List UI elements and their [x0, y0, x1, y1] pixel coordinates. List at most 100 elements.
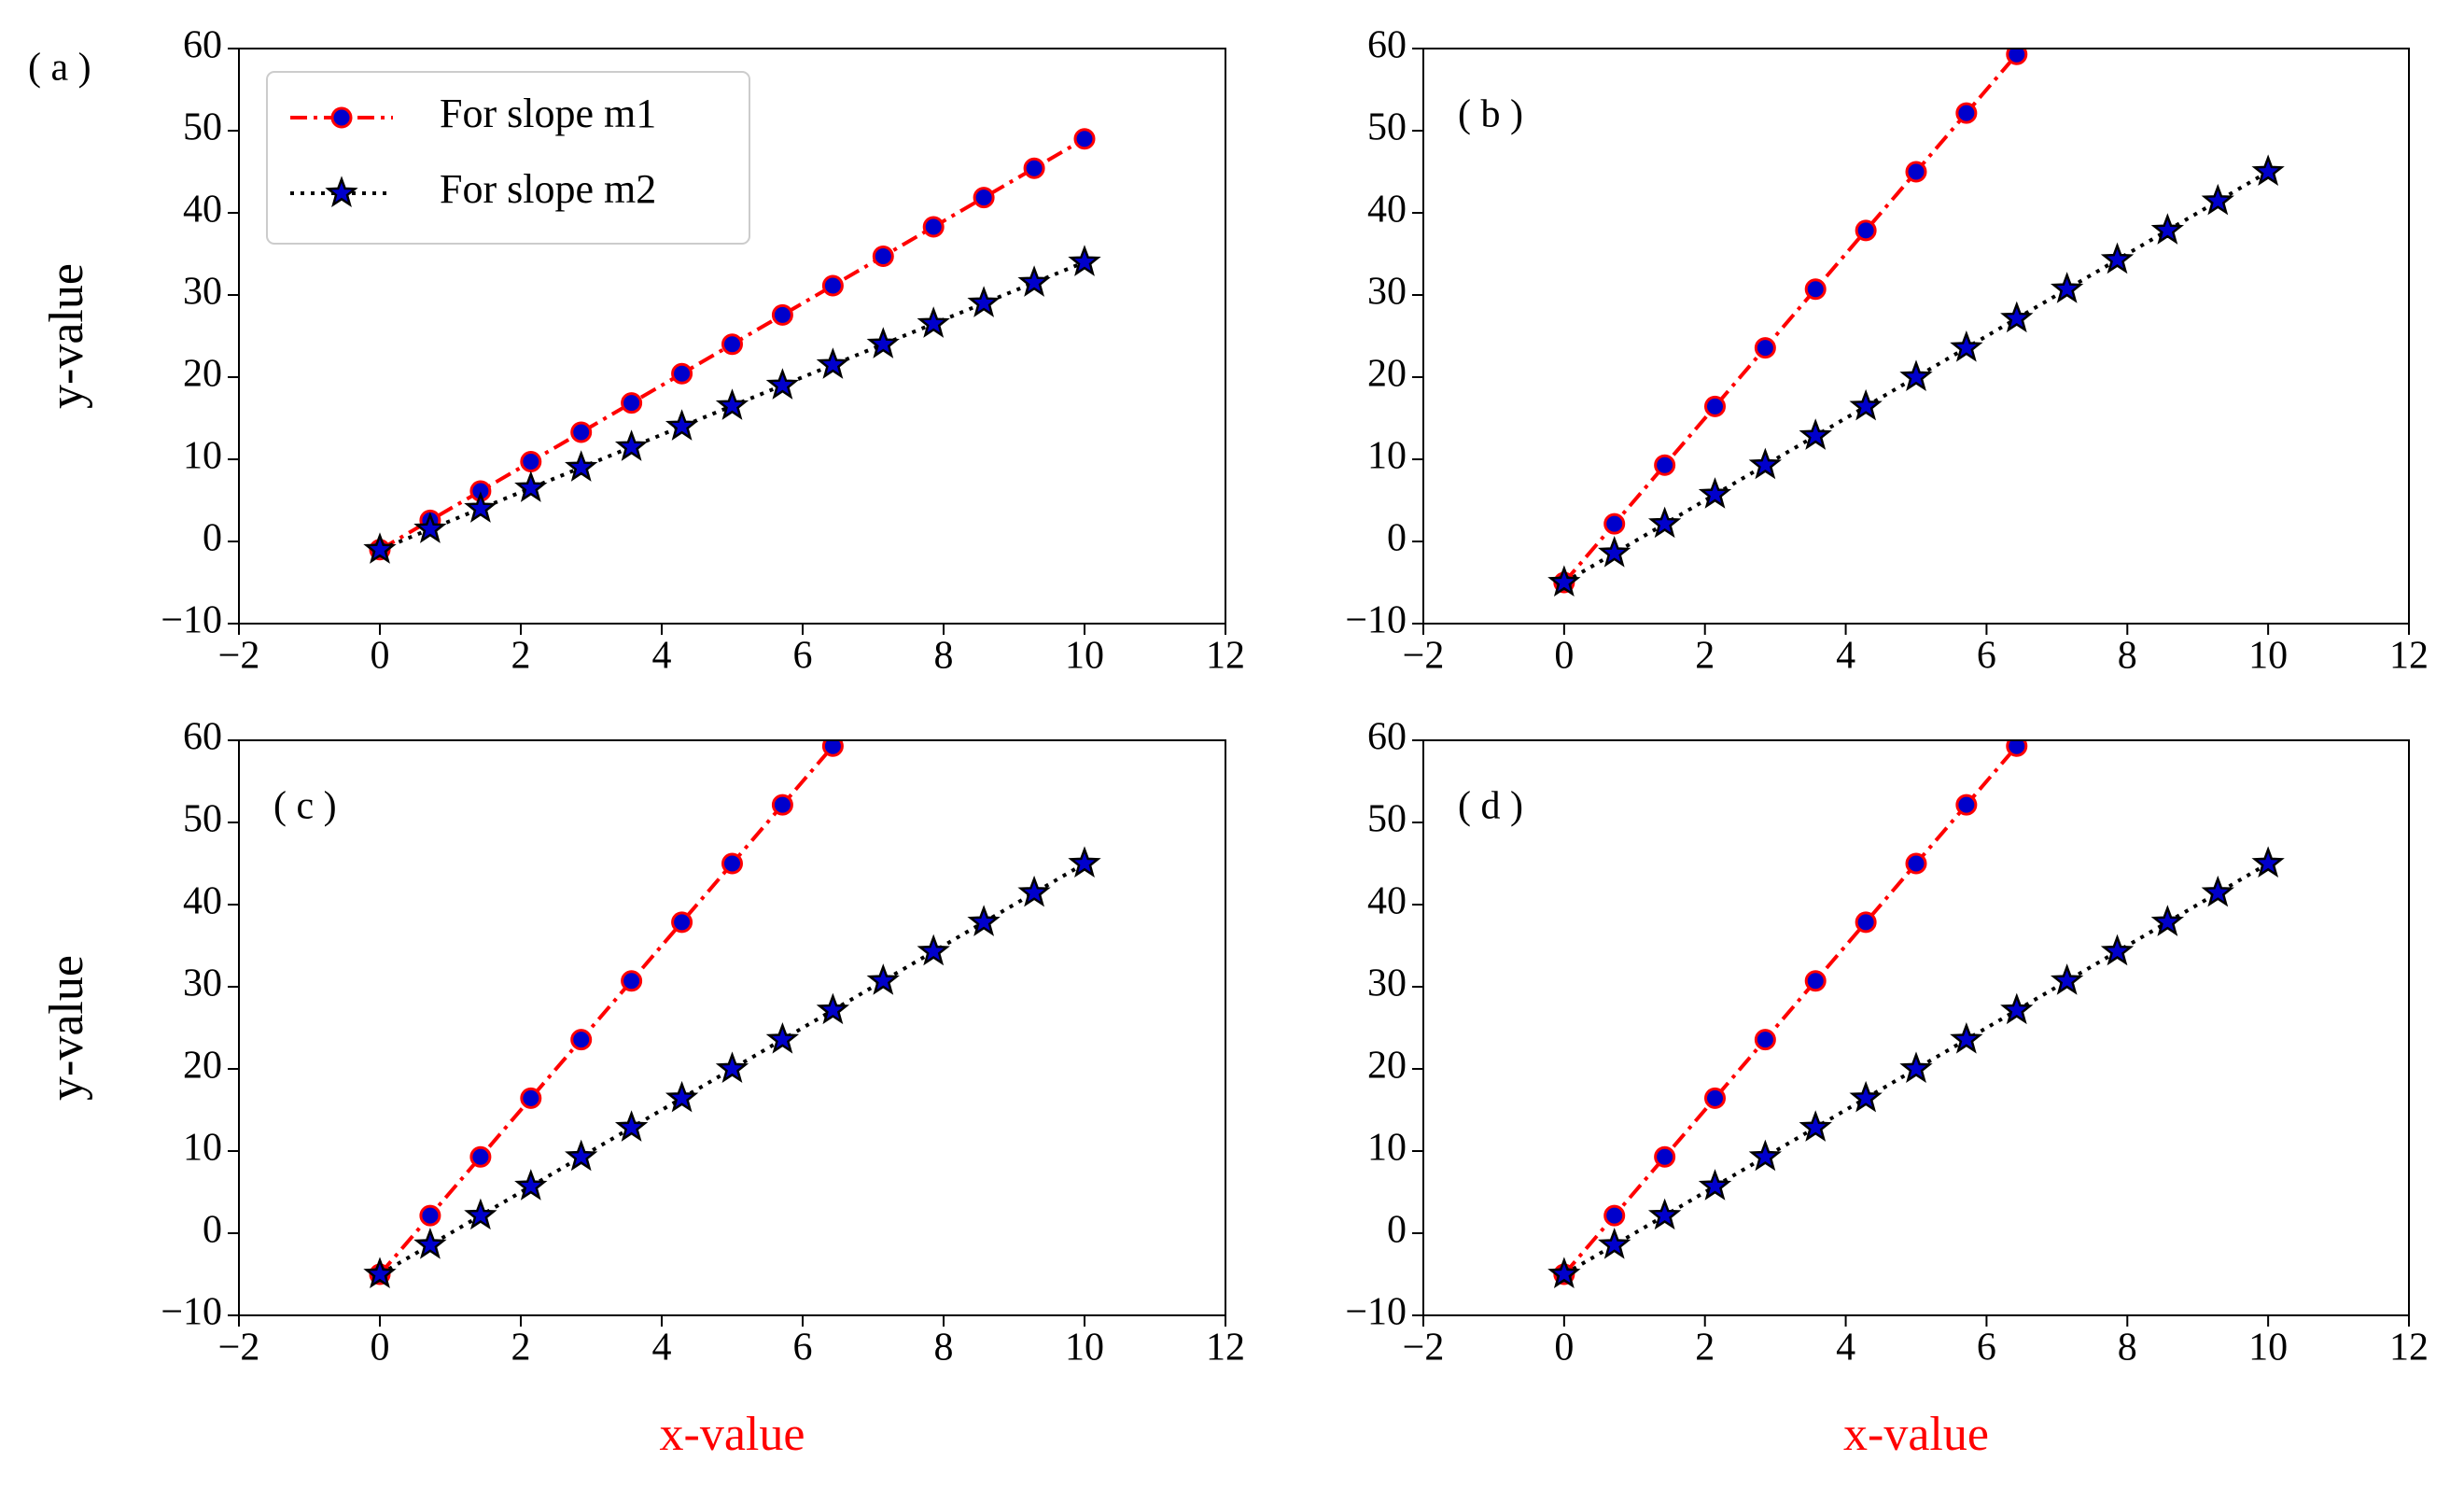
data-point [821, 274, 844, 297]
data-point [715, 1051, 749, 1084]
series-line [1562, 170, 2270, 584]
data-point [1754, 337, 1776, 359]
data-point [1654, 1145, 1676, 1168]
legend-label: For slope m1 [440, 91, 656, 136]
y-tick-label: 40 [183, 880, 222, 923]
y-tick-label: 30 [1367, 271, 1407, 314]
data-point [413, 512, 447, 543]
x-tick-label: 4 [1836, 635, 1855, 678]
x-tick-label: 10 [2248, 635, 2288, 678]
plot-area [363, 128, 1101, 564]
data-point [2006, 740, 2028, 757]
data-point [520, 1087, 542, 1109]
data-point [2150, 905, 2185, 936]
data-point [1598, 536, 1631, 568]
data-point [765, 1022, 800, 1054]
data-point [1017, 265, 1051, 297]
data-point [2100, 242, 2135, 274]
y-tick-label: 30 [1367, 962, 1407, 1005]
data-point [1748, 447, 1783, 480]
y-tick-label: 30 [183, 962, 222, 1005]
data-point [2000, 301, 2034, 333]
data-point [1950, 1022, 1983, 1054]
plot-area [363, 561, 1101, 1289]
data-point [1855, 219, 1877, 242]
data-point [665, 409, 699, 441]
y-tick-label: 50 [1367, 798, 1407, 841]
data-point [2050, 272, 2084, 303]
y-tick-label: 10 [1367, 1127, 1407, 1170]
x-tick-label: 8 [934, 1327, 954, 1370]
data-point [621, 970, 643, 992]
data-point [464, 491, 497, 523]
y-tick-label: 30 [183, 271, 222, 314]
y-tick-label: −10 [1345, 1291, 1407, 1334]
y-tick-label: 20 [1367, 1045, 1407, 1088]
data-point [771, 303, 793, 326]
panel-label: ( b ) [1458, 93, 1523, 136]
x-tick-label: 0 [1554, 1327, 1574, 1370]
x-tick-label: 12 [2389, 1327, 2429, 1370]
data-point [2201, 183, 2234, 216]
data-point [520, 451, 542, 473]
legend: For slope m1 For slope m2 [266, 71, 750, 245]
data-point [715, 388, 749, 420]
data-point [1849, 1080, 1883, 1113]
x-tick-label: 12 [2389, 635, 2429, 678]
data-point [1647, 1198, 1682, 1230]
data-point [816, 347, 850, 379]
x-tick-label: 2 [511, 1327, 531, 1370]
data-point [1547, 565, 1581, 597]
data-point [1899, 1051, 1933, 1084]
data-point [2058, 678, 2077, 696]
data-point [614, 429, 649, 461]
data-point [816, 992, 850, 1025]
x-tick-label: 4 [1836, 1327, 1855, 1370]
x-tick-label: 4 [652, 1327, 672, 1370]
panel-label: ( a ) [28, 47, 91, 90]
data-point [866, 963, 900, 995]
data-point [1603, 513, 1626, 535]
data-point [1799, 418, 1832, 450]
data-point [2208, 502, 2227, 521]
data-point [1017, 875, 1051, 907]
series-line [1562, 49, 2024, 584]
data-point [967, 905, 1001, 936]
data-point [1804, 278, 1827, 301]
x-tick-label: −2 [218, 635, 260, 678]
data-point [1598, 1228, 1631, 1259]
x-tick-label: 8 [934, 635, 954, 678]
y-tick-label: 60 [183, 716, 222, 759]
data-point [1799, 1110, 1832, 1142]
data-point [671, 911, 693, 934]
y-tick-label: 10 [183, 435, 222, 478]
y-tick-label: 20 [183, 1045, 222, 1088]
x-tick-label: 6 [1977, 635, 1996, 678]
data-point [2150, 213, 2185, 245]
data-point [363, 532, 397, 564]
data-point [665, 1080, 699, 1113]
y-tick-label: 50 [183, 798, 222, 841]
data-point [866, 327, 900, 358]
x-tick-label: −2 [1403, 1327, 1445, 1370]
data-point [1704, 395, 1727, 417]
y-tick-label: 10 [1367, 435, 1407, 478]
x-tick-label: 6 [793, 635, 813, 678]
data-point [1849, 388, 1883, 421]
data-point [974, 561, 993, 580]
data-point [464, 1198, 497, 1230]
subplot: −2 0 2 4 6 8 10 12 −10 0 10 20 30 40 50 60 ( b ) [1345, 24, 2429, 678]
x-tick-label: 0 [1554, 635, 1574, 678]
x-tick-label: −2 [218, 1327, 260, 1370]
data-point [973, 187, 995, 209]
data-point [2259, 443, 2277, 462]
data-point [2251, 846, 2285, 878]
y-tick-label: 50 [183, 106, 222, 149]
x-tick-label: 2 [1695, 635, 1715, 678]
y-tick-label: 40 [183, 189, 222, 232]
data-point [2050, 963, 2084, 995]
plot-area [1547, 49, 2285, 597]
y-tick-label: 40 [1367, 880, 1407, 923]
data-point [872, 246, 894, 268]
